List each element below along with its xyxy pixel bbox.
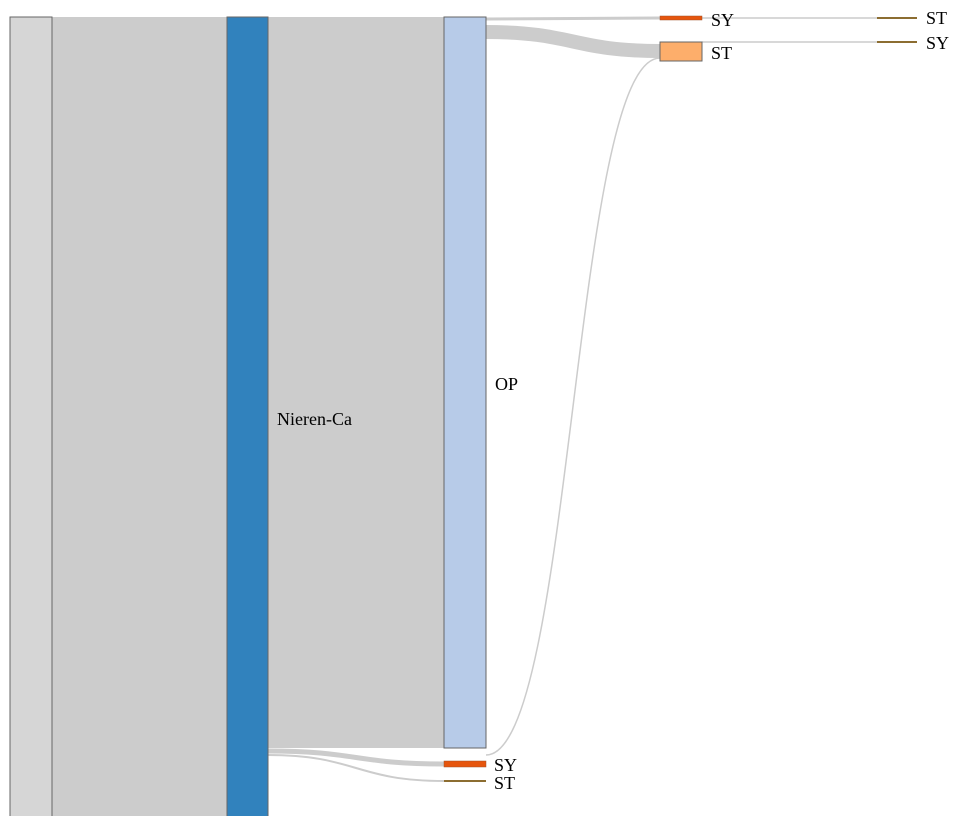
label-nc-sy: SY — [494, 755, 517, 775]
node-nc-sy[interactable] — [443, 760, 487, 768]
link-nieren-ca-st — [267, 754, 445, 782]
node-op-sy[interactable] — [659, 15, 703, 21]
label-op-sy: SY — [711, 10, 734, 30]
link-sy-st-long — [485, 57, 661, 756]
node-nc-st[interactable] — [444, 780, 486, 782]
label-sy-st: ST — [926, 8, 947, 28]
link-op-sy — [485, 16, 661, 21]
nodes — [9, 15, 917, 816]
node-root[interactable] — [9, 16, 53, 816]
label-op: OP — [495, 374, 518, 394]
label-nieren-ca: Nieren-Ca — [277, 409, 352, 429]
link-root-nieren-ca — [52, 17, 227, 816]
node-st-sy[interactable] — [877, 41, 917, 43]
labels: Nieren-Ca OP SY ST SY ST ST SY — [277, 8, 949, 793]
node-op[interactable] — [443, 16, 487, 749]
label-op-st: ST — [711, 43, 732, 63]
label-nc-st: ST — [494, 773, 515, 793]
node-nieren-ca[interactable] — [226, 16, 269, 816]
node-op-st[interactable] — [659, 41, 703, 62]
link-nieren-ca-op — [268, 17, 444, 748]
link-op-st — [485, 25, 661, 58]
label-st-sy: SY — [926, 33, 949, 53]
node-sy-st[interactable] — [877, 17, 917, 19]
links — [52, 16, 877, 816]
link-nieren-ca-sy — [267, 748, 445, 767]
